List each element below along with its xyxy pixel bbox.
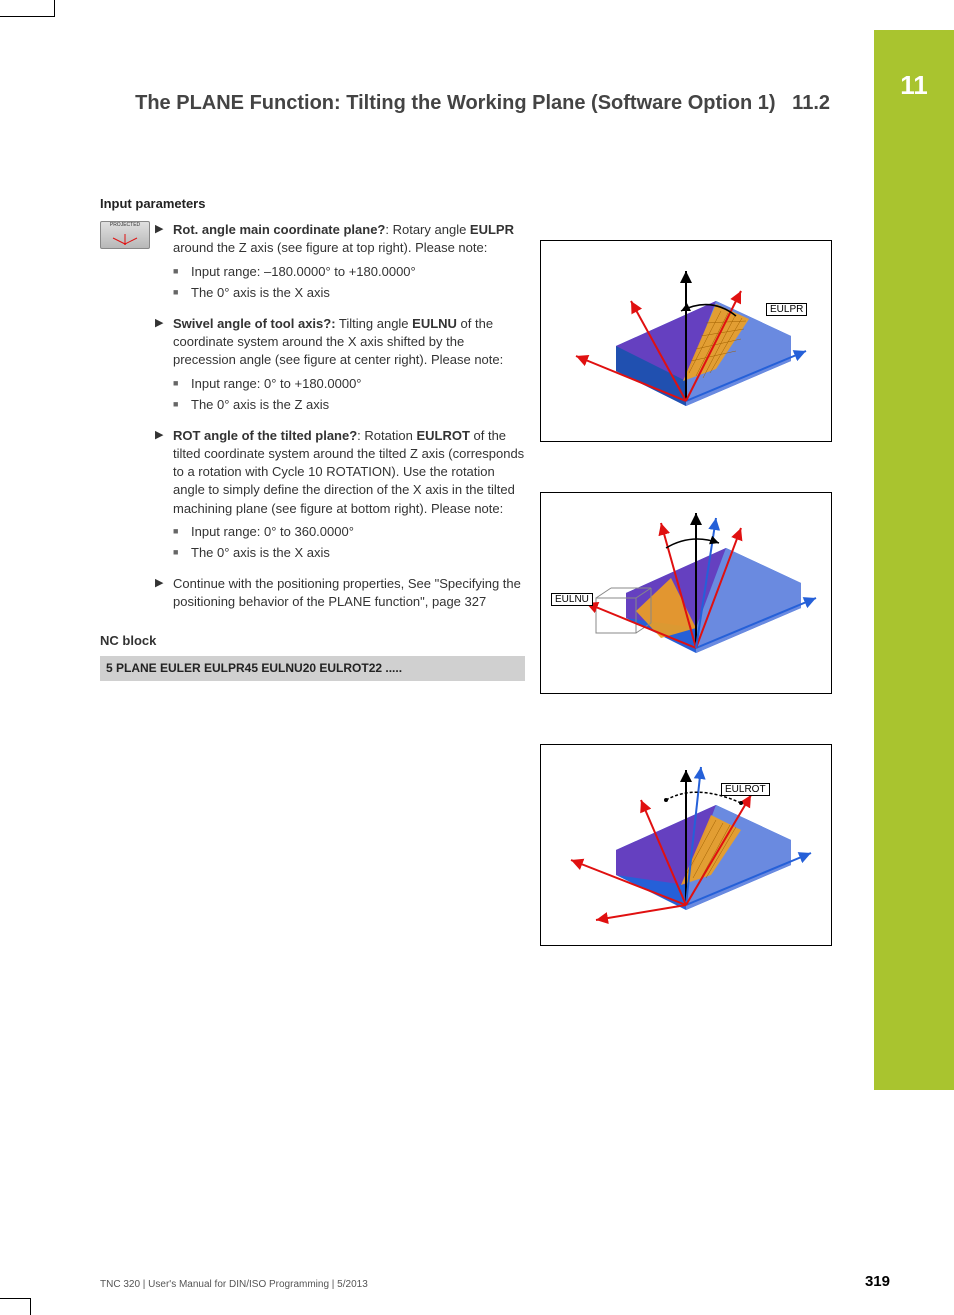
continue-item: ▶ Continue with the positioning properti… — [155, 575, 525, 611]
eulpr-diagram-icon — [541, 241, 829, 439]
footer: TNC 320 | User's Manual for DIN/ISO Prog… — [100, 1279, 890, 1290]
sub-list: ■Input range: –180.0000° to +180.0000° ■… — [173, 263, 525, 302]
header: The PLANE Function: Tilting the Working … — [100, 92, 830, 115]
eulnu-diagram-icon — [541, 493, 829, 691]
parameter-text: Swivel angle of tool axis?: Tilting angl… — [173, 315, 525, 417]
triangle-bullet-icon: ▶ — [155, 315, 173, 417]
figure-eulpr: EULPR — [540, 240, 832, 442]
nc-block-heading: NC block — [100, 632, 525, 650]
figure-eulrot: EULROT — [540, 744, 832, 946]
content-column: Input parameters PROJECTED ▶ Rot. angle … — [100, 195, 525, 681]
parameter-text: Rot. angle main coordinate plane?: Rotar… — [173, 221, 525, 305]
triangle-bullet-icon: ▶ — [155, 427, 173, 565]
figure-label: EULROT — [721, 783, 770, 796]
parameter-item: ▶ Rot. angle main coordinate plane?: Rot… — [155, 221, 525, 305]
page-number: 319 — [865, 1273, 890, 1290]
crop-mark-bottom — [0, 1298, 31, 1315]
parameter-item: ▶ ROT angle of the tilted plane?: Rotati… — [155, 427, 525, 565]
parameter-row: PROJECTED ▶ Rot. angle main coordinate p… — [100, 221, 525, 621]
chapter-tab: 11 — [874, 30, 954, 1090]
softkey-graphic-icon — [110, 232, 140, 246]
parameter-item: ▶ Swivel angle of tool axis?: Tilting an… — [155, 315, 525, 417]
sub-list: ■Input range: 0° to +180.0000° ■The 0° a… — [173, 375, 525, 414]
square-bullet-icon: ■ — [173, 375, 191, 393]
square-bullet-icon: ■ — [173, 396, 191, 414]
sub-list: ■Input range: 0° to 360.0000° ■The 0° ax… — [173, 523, 525, 562]
crop-mark-top — [0, 0, 55, 17]
eulrot-diagram-icon — [541, 745, 829, 943]
projected-softkey-icon: PROJECTED — [100, 221, 150, 249]
header-title: The PLANE Function: Tilting the Working … — [135, 92, 830, 114]
square-bullet-icon: ■ — [173, 544, 191, 562]
figures-column: EULPR EULNU — [540, 240, 830, 996]
square-bullet-icon: ■ — [173, 523, 191, 541]
figure-label: EULNU — [551, 593, 593, 606]
triangle-bullet-icon: ▶ — [155, 221, 173, 305]
chapter-number: 11 — [900, 70, 928, 100]
icon-column: PROJECTED — [100, 221, 155, 621]
figure-eulnu: EULNU — [540, 492, 832, 694]
footer-text: TNC 320 | User's Manual for DIN/ISO Prog… — [100, 1279, 368, 1290]
square-bullet-icon: ■ — [173, 263, 191, 281]
section-heading: Input parameters — [100, 195, 525, 213]
square-bullet-icon: ■ — [173, 284, 191, 302]
parameter-text: ROT angle of the tilted plane?: Rotation… — [173, 427, 525, 565]
triangle-bullet-icon: ▶ — [155, 575, 173, 611]
continue-text: Continue with the positioning properties… — [173, 575, 525, 611]
figure-label: EULPR — [766, 303, 807, 316]
nc-block-code: 5 PLANE EULER EULPR45 EULNU20 EULROT22 .… — [100, 656, 525, 681]
